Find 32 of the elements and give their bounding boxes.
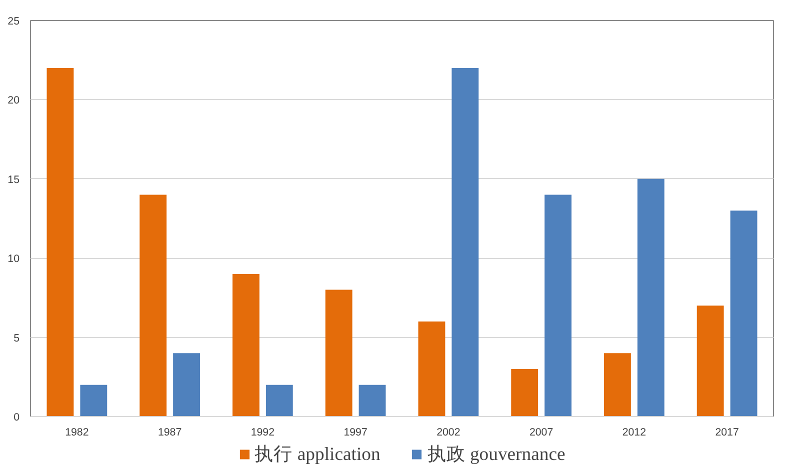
bar bbox=[80, 384, 108, 416]
y-tick-label: 20 bbox=[8, 94, 20, 107]
x-tick-label: 2007 bbox=[529, 426, 554, 438]
bar bbox=[232, 274, 260, 416]
bar bbox=[730, 210, 758, 416]
y-tick-label: 15 bbox=[8, 174, 20, 186]
x-tick-label: 2002 bbox=[436, 426, 460, 438]
legend-label: 执政 gouvernance bbox=[427, 443, 566, 467]
bar bbox=[358, 384, 386, 416]
bar bbox=[173, 353, 200, 416]
x-tick-label: 1987 bbox=[158, 426, 182, 438]
bar bbox=[46, 68, 74, 416]
x-tick-label: 1982 bbox=[65, 426, 89, 438]
y-tick-label: 10 bbox=[8, 253, 20, 266]
bar bbox=[604, 353, 631, 416]
bar bbox=[452, 68, 479, 416]
legend-label: 执行 application bbox=[254, 443, 380, 467]
bar bbox=[140, 194, 167, 416]
bar bbox=[544, 194, 572, 416]
y-tick-label: 25 bbox=[8, 16, 20, 28]
x-tick-label: 2012 bbox=[622, 426, 646, 438]
bar bbox=[696, 306, 724, 416]
x-tick-label: 2017 bbox=[715, 426, 739, 438]
bar bbox=[418, 321, 446, 416]
bar bbox=[511, 368, 538, 416]
y-tick-label: 0 bbox=[14, 412, 20, 424]
bar bbox=[266, 384, 293, 416]
x-tick-label: 1992 bbox=[250, 426, 275, 438]
y-tick-label: 5 bbox=[14, 332, 20, 344]
bar bbox=[637, 178, 664, 416]
x-tick-label: 1997 bbox=[344, 426, 368, 438]
bar bbox=[325, 290, 352, 416]
